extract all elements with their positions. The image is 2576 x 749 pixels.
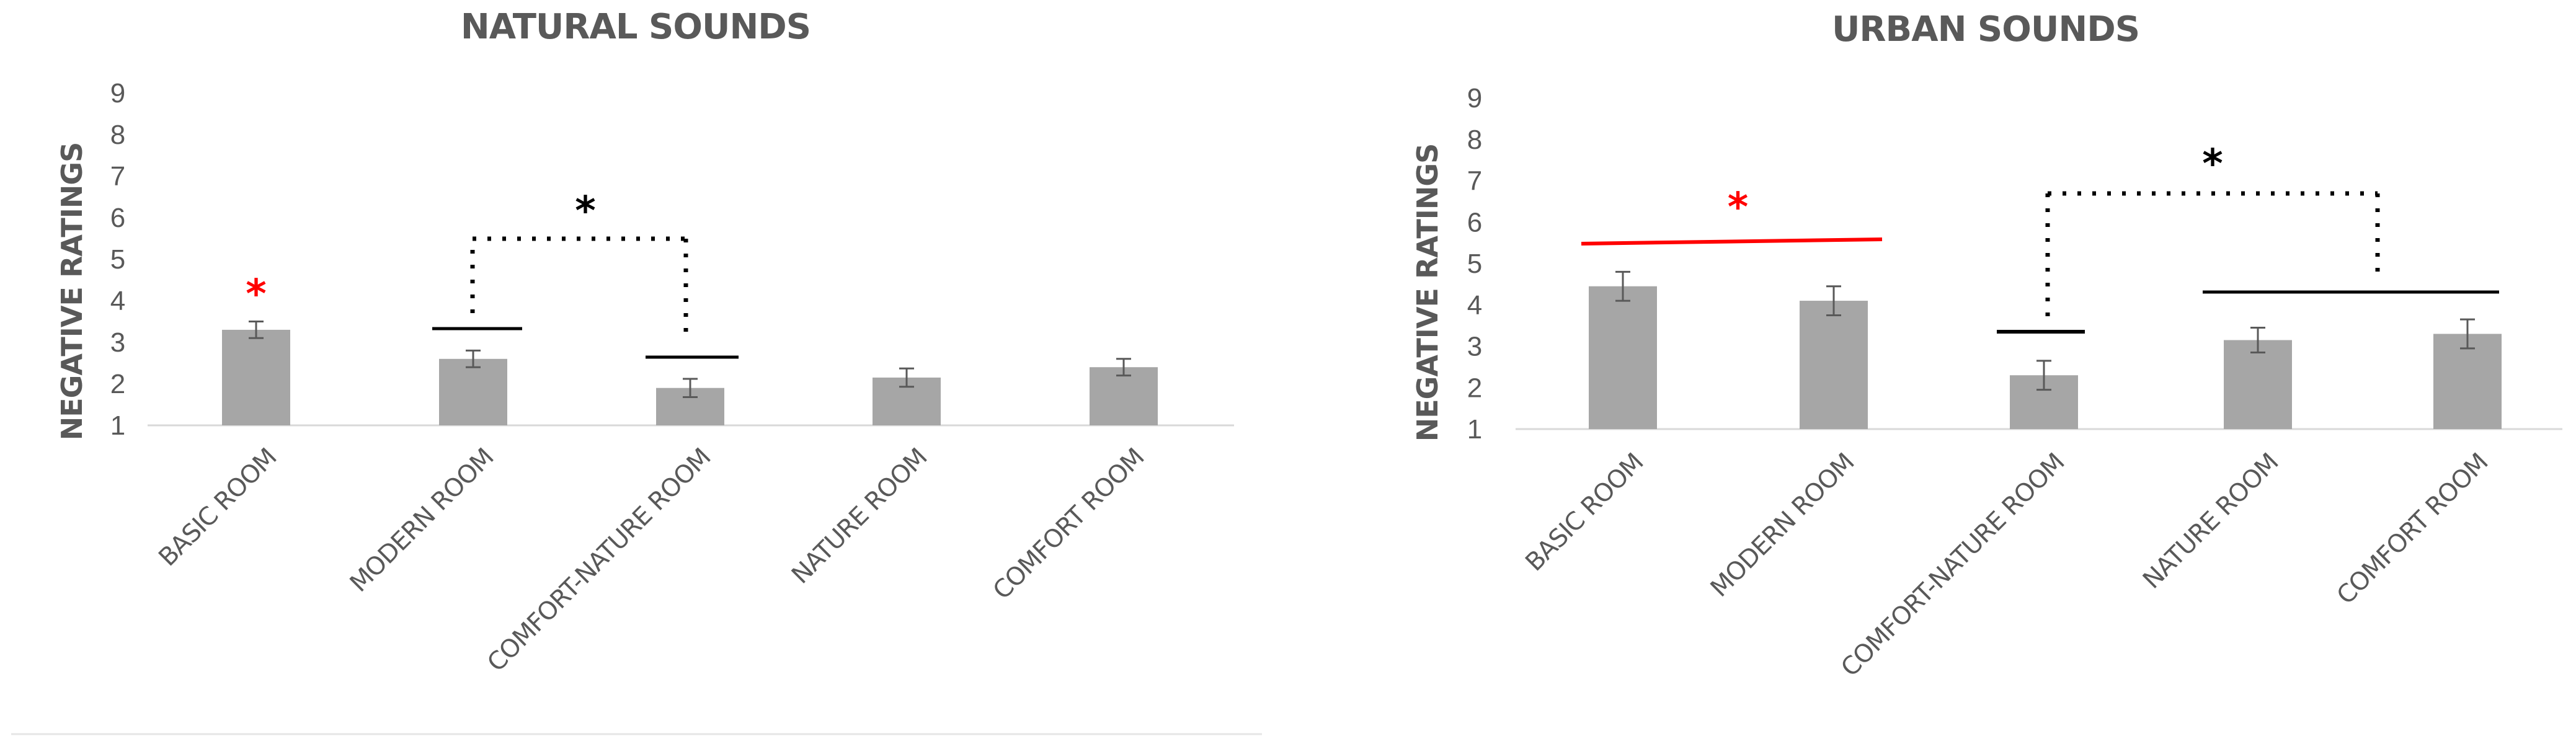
bar	[2433, 334, 2502, 429]
significance-line	[1581, 237, 1883, 246]
bar	[1589, 286, 1657, 429]
chart-title: URBAN SOUNDS	[1832, 9, 2139, 50]
x-tick-label: COMFORT ROOM	[988, 443, 1150, 605]
significance-star: *	[2202, 141, 2223, 187]
y-tick-label: 3	[1467, 332, 1482, 362]
x-tick-label: BASIC ROOM	[1520, 448, 1649, 577]
chart-title: NATURAL SOUNDS	[461, 7, 811, 47]
x-tick-label: NATURE ROOM	[786, 443, 933, 590]
y-tick-label: 4	[1467, 290, 1482, 321]
bar	[222, 329, 290, 425]
y-tick-label: 9	[1467, 83, 1482, 113]
x-tick-label: MODERN ROOM	[1705, 448, 1860, 603]
y-tick-label: 7	[1467, 166, 1482, 197]
y-tick-label: 6	[1467, 207, 1482, 237]
significance-star: *	[246, 272, 266, 317]
y-tick-label: 9	[110, 78, 125, 109]
y-tick-label: 3	[110, 327, 125, 358]
y-tick-label: 1	[1467, 414, 1482, 445]
y-axis-label: NEGATIVE RATINGS	[1411, 144, 1444, 442]
y-tick-label: 2	[110, 369, 125, 399]
x-tick-label: BASIC ROOM	[153, 443, 282, 572]
y-tick-label: 1	[110, 410, 125, 441]
y-tick-label: 8	[1467, 125, 1482, 155]
x-tick-label: NATURE ROOM	[2138, 448, 2284, 595]
x-tick-label: MODERN ROOM	[345, 443, 499, 598]
y-axis-label: NEGATIVE RATINGS	[55, 143, 89, 441]
significance-star: *	[1728, 185, 1748, 231]
y-tick-label: 5	[110, 244, 125, 275]
significance-star: *	[575, 188, 595, 234]
x-tick-label: COMFORT-NATURE ROOM	[482, 443, 716, 678]
y-tick-label: 5	[1467, 249, 1482, 279]
bar	[439, 358, 507, 425]
x-tick-label: COMFORT ROOM	[2332, 448, 2494, 610]
bar	[2224, 340, 2292, 429]
chart-panel: NATURAL SOUNDS NEGATIVE RATINGS 1 2 3 4 5 6 7 8 9 B…	[55, 7, 1234, 677]
y-tick-label: 7	[110, 161, 125, 192]
x-tick-label: COMFORT-NATURE ROOM	[1836, 448, 2070, 683]
chart-panel: URBAN SOUNDS NEGATIVE RATINGS 1 2 3 4 5 6 7 8 9 BAS…	[1411, 9, 2562, 682]
bar	[1090, 367, 1158, 425]
y-tick-label: 6	[110, 203, 125, 233]
bar	[1800, 301, 1868, 429]
y-tick-label: 8	[110, 120, 125, 150]
y-tick-label: 4	[110, 286, 125, 316]
y-tick-label: 2	[1467, 373, 1482, 403]
